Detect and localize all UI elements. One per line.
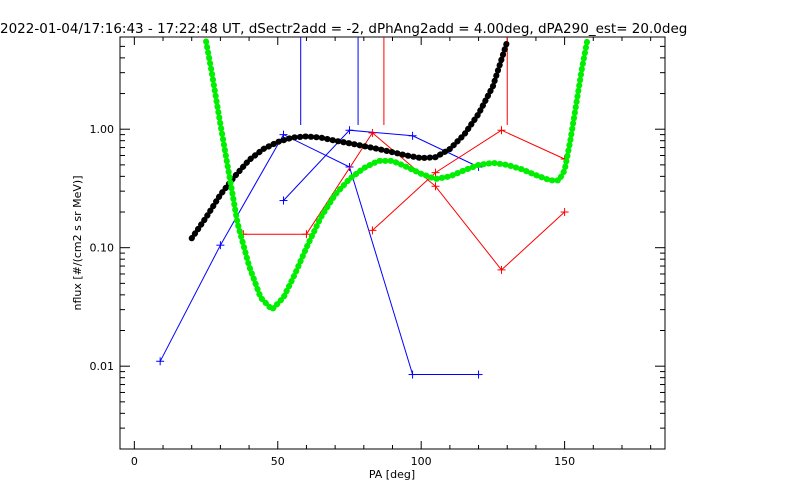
data-point	[216, 241, 225, 250]
axis-tick-labels: 0 50 100 150 0.01 0.10 1.00	[90, 123, 576, 468]
data-point	[345, 162, 354, 171]
data-point	[497, 126, 506, 135]
x-tick-label: 150	[554, 455, 575, 468]
x-tick-label: 0	[131, 455, 138, 468]
data-point	[345, 126, 354, 135]
plot-frame	[119, 36, 666, 450]
series-layer	[156, 35, 591, 379]
data-point	[474, 370, 483, 379]
y-tick-label: 0.01	[90, 360, 115, 373]
data-point	[156, 357, 165, 366]
data-point	[408, 370, 417, 379]
chart-title: 2022-01-04/17:16:43 - 17:22:48 UT, dSect…	[0, 21, 687, 37]
y-axis-label: nflux [#/(cm2 s sr MeV)]	[71, 176, 84, 311]
x-axis-label: PA [deg]	[369, 468, 415, 481]
data-point	[302, 230, 311, 239]
series-line	[243, 132, 565, 271]
data-point	[497, 265, 506, 274]
series-line	[159, 133, 479, 375]
model-curve	[203, 35, 591, 313]
data-point	[279, 196, 288, 205]
data-point	[431, 168, 440, 177]
data-point	[408, 131, 417, 140]
data-point	[431, 182, 440, 191]
data-point	[368, 128, 377, 137]
series-line	[372, 129, 565, 231]
model-curve	[188, 38, 511, 242]
x-tick-label: 100	[411, 455, 432, 468]
data-point	[560, 208, 569, 217]
axis-ticks	[120, 36, 665, 450]
y-tick-label: 0.10	[90, 242, 115, 255]
y-tick-label: 1.00	[90, 123, 115, 136]
x-tick-label: 50	[271, 455, 285, 468]
data-point	[368, 226, 377, 235]
